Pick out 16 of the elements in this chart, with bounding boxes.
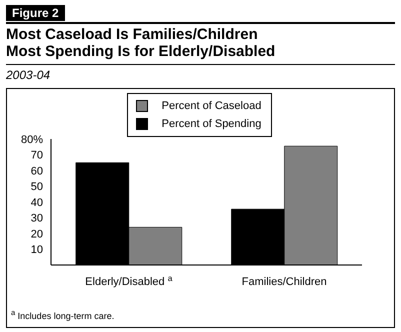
y-tick-label: 50: [30, 181, 43, 194]
x-tick-label: Families/Children: [242, 276, 327, 288]
chart-title: Most Caseload Is Families/Children Most Spending Is for Elderly/Disabled: [6, 26, 276, 60]
caption: Figure 2: [12, 6, 59, 20]
legend-label: Percent of Spending: [162, 118, 262, 130]
y-tick-label: 70: [30, 150, 43, 162]
text: $^{a}$ Includes long-term care.: [11, 308, 114, 321]
y-tick-label: 40: [30, 196, 43, 209]
y-tick-label: 20: [30, 228, 43, 240]
y-tick-label: 30: [30, 212, 43, 225]
chart-subtitle: 2003-04: [6, 68, 50, 82]
y-tick-label: 10: [30, 244, 43, 256]
y-tick-label: 80%: [20, 134, 44, 146]
legend-label: Percent of Caseload: [162, 100, 262, 112]
x-tick-label: Elderly/Disabled $^{a}$: [85, 274, 173, 288]
y-tick-label: 60: [30, 165, 43, 178]
